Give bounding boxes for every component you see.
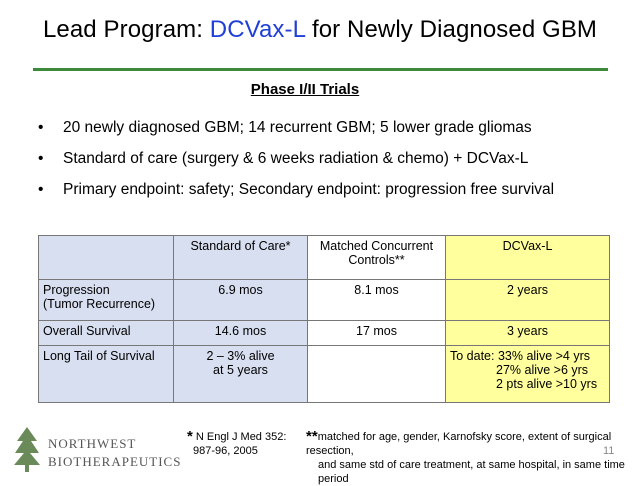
table-header-row: Standard of Care* Matched Concurrent Con… (38, 235, 610, 280)
dcvax-cell-line: 2 pts alive >10 yrs (496, 377, 598, 391)
bullet-text: Standard of care (surgery & 6 weeks radi… (63, 150, 529, 167)
company-logo: NORTHWEST BIOTHERAPEUTICS (12, 425, 182, 475)
soc-cell: 6.9 mos (173, 279, 308, 321)
bullet-icon: • (38, 119, 44, 136)
footnote-text: and same std of care treatment, at same … (318, 459, 625, 485)
footnote-text: matched for age, gender, Karnofsky score… (306, 431, 612, 457)
table-row: Overall Survival 14.6 mos 17 mos 3 years (38, 320, 610, 346)
footnote-text: 987-96, 2005 (193, 445, 258, 457)
bullet-item: • Standard of care (surgery & 6 weeks rad… (38, 149, 554, 180)
table-header-cell: DCVax-L (445, 235, 610, 280)
tree-icon (14, 427, 40, 472)
dcvax-cell: To date: 33% alive >4 yrs 27% alive >6 yr… (445, 345, 610, 403)
row-label: Long Tail of Survival (38, 345, 174, 403)
soc-cell: 14.6 mos (173, 320, 308, 346)
title-divider (33, 68, 608, 71)
results-table: Standard of Care* Matched Concurrent Con… (38, 235, 610, 403)
dcvax-cell-line: To date: 33% alive >4 yrs (450, 349, 591, 363)
logo-line: BIOTHERAPEUTICS (48, 454, 182, 469)
controls-cell: 17 mos (307, 320, 446, 346)
dcvax-cell-line: 27% alive >6 yrs (496, 363, 589, 377)
title-highlight: DCVax-L (209, 16, 306, 43)
soc-cell-line: at 5 years (213, 363, 268, 377)
title-suffix: for Newly Diagnosed GBM (305, 16, 598, 43)
table-header-cell (38, 235, 174, 280)
row-label: Overall Survival (38, 320, 174, 346)
row-label-line: (Tumor Recurrence) (43, 297, 156, 311)
dcvax-cell: 3 years (445, 320, 610, 346)
slide-title: Lead Program: DCVax-L for Newly Diagnose… (0, 16, 640, 44)
footnote-mark: ** (306, 428, 318, 445)
controls-cell (307, 345, 446, 403)
bullet-list: • 20 newly diagnosed GBM; 14 recurrent GB… (38, 118, 554, 211)
footnote-1: * N Engl J Med 352: 987-96, 2005 (187, 428, 287, 458)
footnote-mark: * (187, 428, 193, 445)
table-header-cell: Standard of Care* (173, 235, 308, 280)
bullet-text: 20 newly diagnosed GBM; 14 recurrent GBM… (63, 119, 532, 136)
logo-line: NORTHWEST (48, 436, 137, 451)
title-prefix: Lead Program: (42, 16, 210, 43)
footnote-2: **matched for age, gender, Karnofsky sco… (306, 428, 640, 486)
table-header-cell: Matched Concurrent Controls** (307, 235, 446, 280)
page-number: 11 (603, 445, 615, 457)
footnote-text: N Engl J Med 352: (192, 431, 287, 443)
section-subtitle: Phase I/II Trials (250, 81, 360, 98)
table-row: Progression (Tumor Recurrence) 6.9 mos 8.… (38, 279, 610, 321)
row-label: Progression (Tumor Recurrence) (38, 279, 174, 321)
bullet-item: • Primary endpoint: safety; Secondary end… (38, 180, 554, 211)
logo-wordmark: NORTHWEST BIOTHERAPEUTICS (48, 435, 181, 471)
row-label-line: Progression (43, 283, 110, 297)
soc-cell-line: 2 – 3% alive (206, 349, 275, 363)
bullet-text: Primary endpoint: safety; Secondary endp… (63, 181, 555, 198)
table-row: Long Tail of Survival 2 – 3% alive at 5 y… (38, 345, 610, 403)
bullet-icon: • (38, 150, 44, 167)
bullet-icon: • (38, 181, 44, 198)
controls-cell: 8.1 mos (307, 279, 446, 321)
bullet-item: • 20 newly diagnosed GBM; 14 recurrent GB… (38, 118, 554, 149)
soc-cell: 2 – 3% alive at 5 years (173, 345, 308, 403)
dcvax-cell: 2 years (445, 279, 610, 321)
